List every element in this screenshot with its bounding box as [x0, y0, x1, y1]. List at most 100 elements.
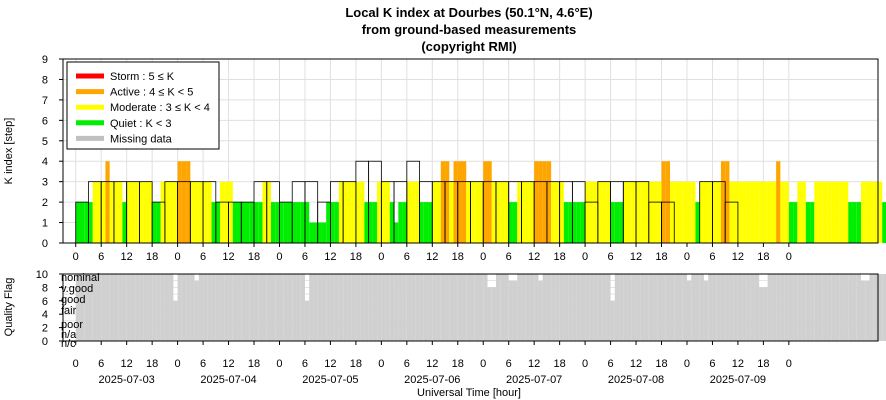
- q-hourly-bar: [457, 274, 463, 341]
- q-hour-tick-label: 12: [630, 358, 642, 370]
- q-hourly-bar: [712, 274, 717, 341]
- k-hourly-bar: [559, 181, 564, 243]
- k-hourly-bar: [147, 181, 153, 243]
- k-hourly-bar: [648, 181, 654, 243]
- q-hourly-bar: [793, 274, 798, 341]
- q-hourly-bar: [75, 274, 80, 341]
- k-hourly-bar: [517, 181, 522, 243]
- k-hourly-bar: [521, 181, 526, 243]
- q-hourly-bar: [317, 274, 322, 341]
- k-hourly-bar: [835, 181, 840, 243]
- k-hourly-bar: [462, 161, 467, 243]
- k-hourly-bar: [126, 181, 131, 243]
- q-hourly-bar: [750, 274, 755, 341]
- q-hourly-bar: [882, 274, 886, 341]
- q-hourly-bar: [559, 274, 564, 341]
- q-hourly-bar: [703, 280, 709, 341]
- k-hourly-bar: [381, 181, 386, 243]
- k-hourly-bar: [130, 181, 136, 243]
- q-hourly-bar: [232, 274, 238, 341]
- k-hourly-bar: [432, 181, 437, 243]
- q-hourly-bar: [674, 274, 679, 341]
- k-plot-frame: [62, 58, 879, 244]
- k-hourly-bar: [873, 181, 878, 243]
- k-hourly-bar: [368, 202, 373, 243]
- q-hourly-bar: [296, 274, 301, 341]
- k-hourly-bar: [122, 202, 127, 243]
- q-hourly-bar: [313, 274, 318, 341]
- k-hour-tick-label: 18: [452, 251, 464, 263]
- q-plot-frame: [62, 273, 879, 342]
- q-hourly-bar: [338, 274, 344, 341]
- k-hourly-bar: [177, 161, 182, 243]
- k-hourly-bar: [551, 181, 556, 243]
- k-hourly-bar: [101, 181, 106, 243]
- q-hourly-bar: [224, 274, 229, 341]
- k-hour-tick-label: 0: [786, 251, 792, 263]
- q-hourly-bar: [495, 274, 501, 341]
- k-hourly-bar: [419, 202, 424, 243]
- k-hourly-bar: [304, 202, 310, 243]
- q-hourly-bar: [623, 274, 628, 341]
- q-hourly-bar: [385, 274, 390, 341]
- k-hourly-bar: [190, 181, 195, 243]
- q-hourly-bar: [827, 274, 832, 341]
- k-hourly-bar: [343, 181, 348, 243]
- k-hourly-bar: [568, 202, 573, 243]
- q-hourly-bar: [173, 300, 178, 341]
- q-hourly-bar: [521, 274, 526, 341]
- q-hourly-bar: [678, 274, 683, 341]
- k-hourly-bar: [529, 181, 535, 243]
- q-hourly-bar: [203, 274, 208, 341]
- k-hourly-bar: [105, 161, 110, 243]
- k-hourly-bar: [398, 202, 403, 243]
- k-hourly-bar: [512, 202, 518, 243]
- q-hourly-bar: [686, 280, 692, 341]
- k-hour-tick-label: 0: [276, 251, 282, 263]
- q-hourly-bar: [865, 280, 870, 341]
- k-hourly-bar: [563, 202, 569, 243]
- date-label: 2025-07-04: [200, 374, 256, 386]
- k-hour-tick-label: 12: [630, 251, 642, 263]
- quality-level-label: n/a: [61, 329, 77, 341]
- q-hour-tick-label: 18: [146, 358, 158, 370]
- q-hourly-bar: [873, 274, 878, 341]
- k-hourly-bar: [139, 181, 144, 243]
- q-hourly-bar: [194, 280, 199, 341]
- q-hour-tick-label: 0: [480, 358, 486, 370]
- k-hourly-bar: [347, 181, 352, 243]
- q-hourly-bar: [572, 274, 577, 341]
- chart-title-line-3: (copyright RMI): [421, 39, 516, 54]
- q-hourly-bar: [118, 274, 123, 341]
- k-hourly-bar: [275, 202, 280, 243]
- k-hourly-bar: [580, 202, 586, 243]
- q-hourly-bar: [101, 274, 106, 341]
- k-hour-tick-label: 18: [554, 251, 566, 263]
- k-hourly-bar: [678, 181, 683, 243]
- k-hourly-bar: [742, 181, 747, 243]
- k-hourly-bar: [241, 202, 246, 243]
- q-hour-tick-label: 0: [786, 358, 792, 370]
- q-hour-tick-label: 12: [732, 358, 744, 370]
- k-hourly-bar: [631, 181, 637, 243]
- k-hourly-bar: [88, 202, 93, 243]
- k-hourly-bar: [788, 202, 794, 243]
- q-hourly-bar: [152, 274, 157, 341]
- q-hour-tick-label: 6: [506, 358, 512, 370]
- k-hourly-bar: [470, 181, 475, 243]
- k-hourly-bar: [313, 222, 318, 243]
- k-hourly-bar: [839, 181, 845, 243]
- k-hourly-bar: [733, 181, 738, 243]
- k-hourly-bar: [805, 202, 811, 243]
- q-hourly-bar: [716, 274, 721, 341]
- q-hourly-bar: [487, 287, 492, 341]
- q-hourly-bar: [653, 274, 658, 341]
- q-hourly-bar: [177, 274, 182, 341]
- q-hourly-bar: [321, 274, 327, 341]
- q-hourly-bar: [292, 274, 297, 341]
- k-hourly-bar: [474, 181, 479, 243]
- k-hourly-bar: [75, 202, 80, 243]
- q-hourly-bar: [784, 274, 789, 341]
- k-hourly-bar: [644, 181, 649, 243]
- q-hourly-bar: [648, 274, 654, 341]
